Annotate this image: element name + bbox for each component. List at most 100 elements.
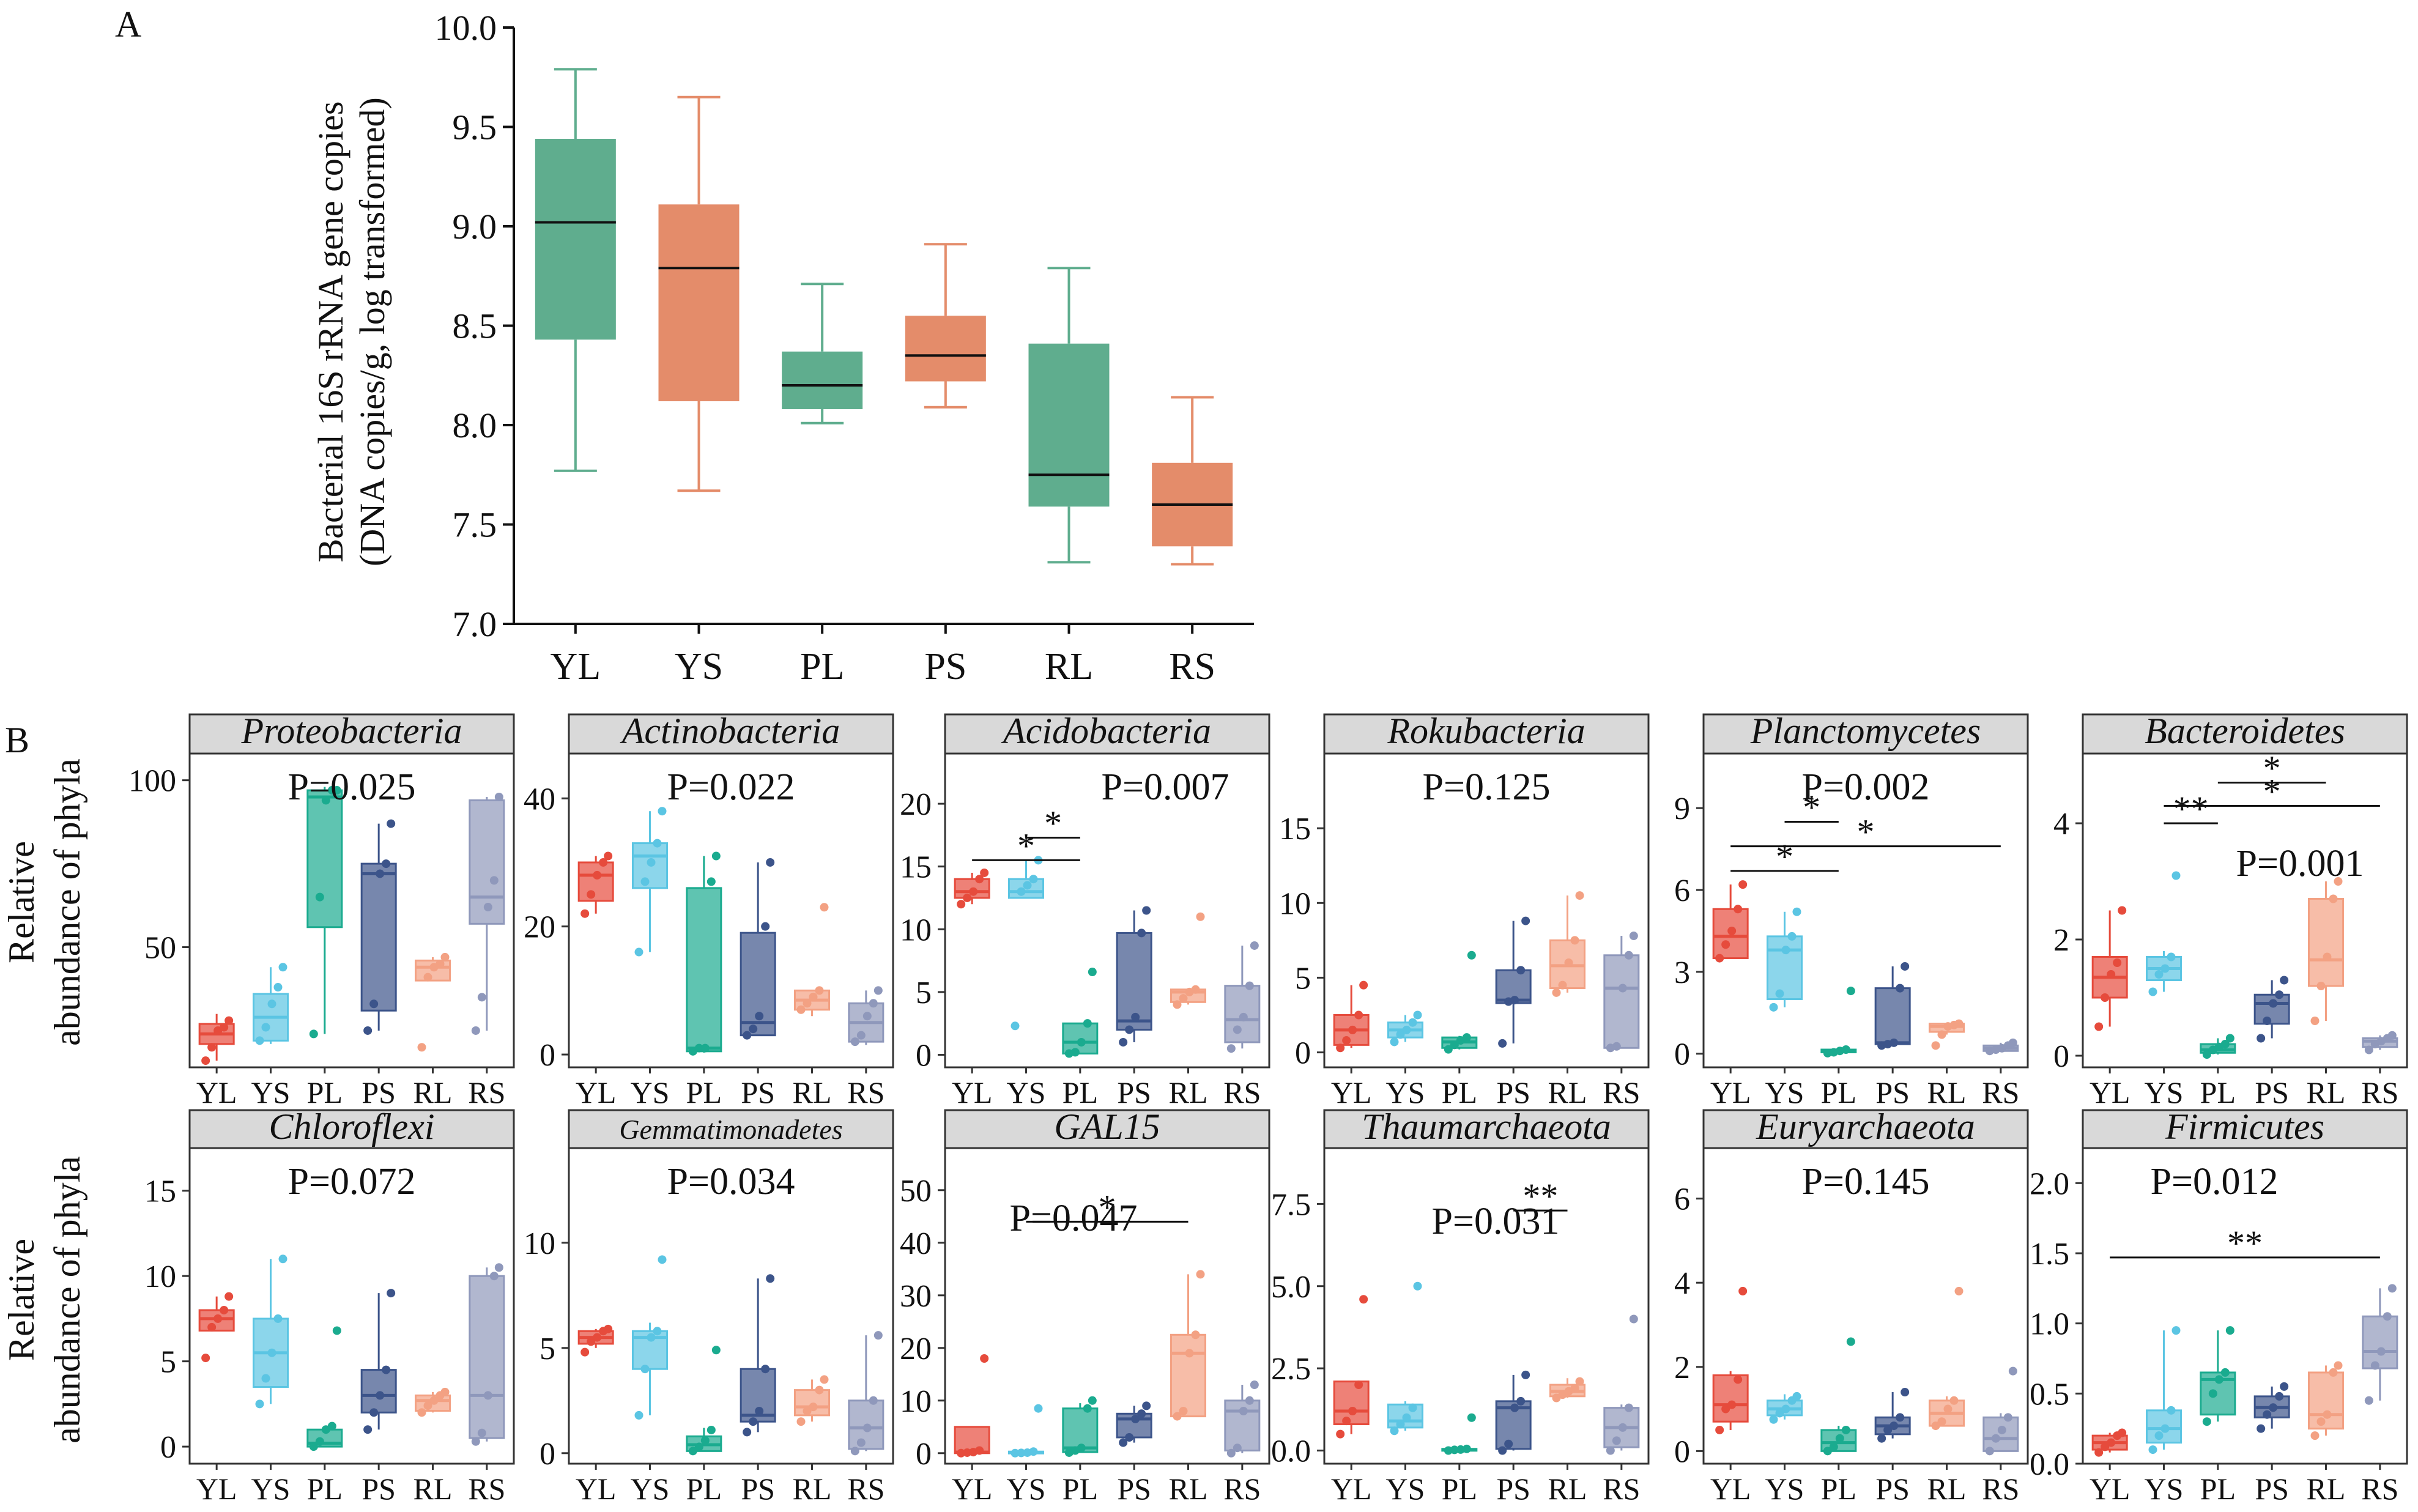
facet-firmicutes: Firmicutes 0.0 0.5 1.0 1.5 2.0 YL YS PL PS RL RS ** P… [2030,1106,2408,1506]
data-point [1029,875,1038,884]
data-point [2154,970,2164,979]
data-point [477,993,486,1002]
data-point [2113,958,2122,967]
x-tick-label: PL [1821,1075,1856,1110]
y-tick-label: 0 [916,1038,932,1073]
data-point [869,999,878,1008]
data-point [1088,968,1097,977]
x-tick-label: YL [196,1472,237,1506]
data-point [1450,1040,1459,1050]
facet-strip [1323,713,1650,755]
y-tick-label: 0 [916,1437,932,1472]
x-tick-label: YL [551,646,601,687]
data-point [2003,1413,2012,1422]
facet-panel-border [1702,752,2029,1069]
data-point [2107,970,2116,979]
x-tick-label: PS [2255,1472,2289,1506]
facet-title: Proteobacteria [240,711,462,751]
facet-title: Euryarchaeota [1756,1106,1975,1147]
facet-title: Rokubacteria [1387,711,1585,751]
x-tick-label: PL [2200,1075,2236,1110]
data-point [2376,1347,2386,1356]
data-point [1721,940,1730,949]
data-point [1137,928,1146,938]
facet-panel-border [944,752,1270,1069]
data-point [2269,1403,2278,1412]
y-tick-label: 20 [900,1332,932,1366]
data-point [1467,1413,1476,1422]
x-tick-label: PL [1821,1472,1856,1506]
y-tick-label: 0 [1674,1037,1690,1072]
x-tick-label: RL [2307,1075,2346,1110]
data-point [1792,907,1801,916]
x-tick-label: PL [1063,1472,1098,1506]
y-tick-label: 0 [1295,1036,1311,1071]
y-tick-label: 20 [900,787,932,822]
data-point [755,1407,764,1415]
y-tick-label: 3 [1674,955,1690,990]
y-tick-label: 7.5 [453,505,497,545]
data-point [2334,877,2343,886]
x-tick-label: YL [2090,1075,2131,1110]
data-point [2280,976,2289,985]
y-tick-label: 6 [1674,873,1690,908]
facet-panel-border [568,752,894,1069]
box-YL [535,139,616,340]
data-point [1142,1401,1151,1410]
y-tick-label: 5 [1295,961,1311,996]
facet-title: GAL15 [1054,1106,1160,1147]
data-point [1835,1434,1844,1443]
facet-chloroflexi: Chloroflexi 0 5 10 15 YL YS PL PS RL RS P=0.072 [144,1106,515,1506]
data-point [213,1314,223,1323]
data-point [1348,1407,1357,1415]
data-point [743,1428,752,1437]
significance-label: * [1044,803,1062,843]
y-tick-label: 2 [1674,1351,1690,1385]
data-point [1196,1270,1205,1279]
data-point [1408,1018,1417,1027]
data-point [599,858,608,867]
panel-label-a: A [115,4,141,45]
data-point [1612,1436,1621,1445]
data-point [2225,1326,2234,1335]
y-tick-label: 0 [2053,1039,2069,1074]
y-tick-label: 20 [524,910,555,945]
y-tick-label: 1.0 [2030,1307,2069,1342]
y-tick-label: 10 [524,1226,555,1261]
x-tick-label: YS [631,1472,670,1506]
y-tick-label: 4 [2053,807,2069,842]
facet-title: Firmicutes [2165,1106,2324,1147]
data-point [440,952,450,962]
data-point [1738,880,1748,889]
y-tick-label: 0.0 [1271,1434,1311,1469]
data-point [2118,906,2127,915]
x-tick-label: PL [307,1075,343,1110]
facet-title: Chloroflexi [269,1106,434,1147]
row-y-axis-title: abundance of phyla [47,1156,87,1443]
facet-strip [1702,713,2029,755]
data-point [2167,1406,2176,1415]
data-point [494,1263,503,1272]
facet-panel-border [2082,752,2408,1069]
y-tick-label: 15 [144,1174,176,1209]
data-point [1402,1025,1411,1034]
data-point [267,999,276,1009]
data-point [2101,993,2110,1002]
y-tick-label: 1.5 [2030,1237,2069,1272]
data-point [647,858,656,867]
x-tick-label: YS [1007,1472,1046,1506]
data-point [201,1354,210,1363]
y-tick-label: 0 [160,1430,176,1465]
data-point [706,1425,716,1434]
data-point [1462,1444,1471,1453]
facet-proteobacteria: Proteobacteria 50 100 YL YS PL PS RL RS P=0.025 [128,711,515,1110]
facet-title: Thaumarchaeota [1362,1106,1611,1147]
p-value-label: P=0.125 [1423,766,1551,808]
p-value-label: P=0.072 [288,1161,416,1203]
data-point [278,1254,287,1264]
data-point [980,1354,989,1363]
data-point [796,1417,806,1426]
data-point [278,963,287,972]
data-point [1781,946,1790,955]
